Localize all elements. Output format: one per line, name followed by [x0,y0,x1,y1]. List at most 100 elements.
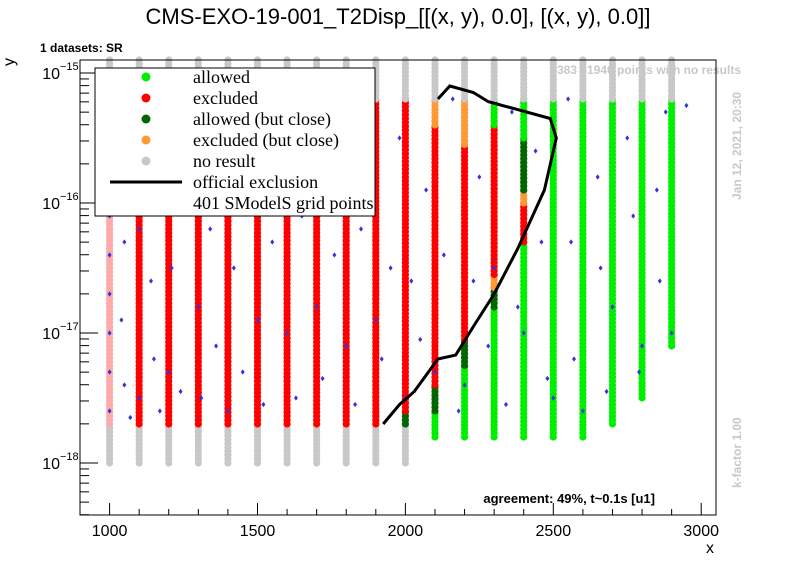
grid-point [196,304,201,310]
legend-marker [141,114,151,124]
grid-point [214,343,219,349]
grid-point [521,330,526,336]
no-results-note: 383 / 1940 points with no results [557,63,741,77]
grid-point [477,174,482,180]
chart-title: CMS-EXO-19-001_T2Disp_[[(x, y), 0.0], [(… [146,4,651,29]
legend-label: allowed [193,67,250,87]
grid-point [515,304,520,310]
grid-point [353,401,358,408]
legend-label: excluded (but close) [193,130,339,151]
grid-point [625,135,630,141]
grid-point [569,239,574,245]
grid-point [137,395,142,401]
grid-point [397,135,402,141]
grid-point [128,414,133,421]
grid-point [663,109,668,115]
grid-point [178,388,183,395]
legend-marker [141,72,151,82]
grid-point [261,401,266,408]
grid-point [566,96,571,102]
grid-point [332,252,337,258]
grid-point [122,239,127,245]
timestamp-label: Jan 12, 2021, 20:30 [730,92,744,200]
grid-point [225,408,230,414]
y-tick-label: 10 [42,196,60,213]
grid-point [166,369,171,375]
grid-point [199,395,204,401]
grid-point [637,369,642,375]
grid-point [409,278,414,284]
legend-marker [141,135,151,145]
grid-point [255,317,260,323]
grid-point [631,213,636,219]
grid-point [539,239,544,245]
grid-point [208,226,213,232]
grid-point [545,375,550,382]
agreement-label: agreement: 49%, t~0.1s [u1] [483,491,655,506]
grid-point [610,304,615,310]
kfactor-label: k-factor 1.00 [730,417,744,488]
grid-point [107,330,112,336]
x-tick-label: 1500 [240,523,276,540]
legend-label: no result [193,151,256,171]
grid-point [285,330,290,336]
x-tick-label: 2000 [388,523,424,540]
y-tick-label: 10 [42,326,60,343]
grid-point [657,278,662,284]
y-tick-label: 10 [42,456,60,473]
grid-point [320,375,325,382]
grid-point [122,382,127,388]
grid-point [533,148,538,154]
grid-point [572,356,577,362]
grid-point [418,336,423,343]
legend-box [94,67,376,217]
datasets-label: 1 datasets: SR [40,41,123,55]
grid-point [551,395,556,401]
grid-point [492,265,497,271]
x-axis-label: x [706,540,714,557]
y-axis-label: y [1,58,18,66]
grid-point [462,382,467,388]
grid-point [107,252,112,258]
grid-point [441,252,446,258]
y-tick-exponent: −15 [60,61,79,73]
grid-point [424,187,429,193]
official-exclusion-layer [382,84,558,425]
legend-label: excluded [193,88,258,108]
legend-marker [141,156,151,166]
grid-point [669,330,674,336]
grid-point [432,369,437,375]
grid-point [344,343,349,349]
smodels-grid-points [107,96,689,421]
grid-point [509,109,514,115]
y-tick-exponent: −18 [60,451,79,463]
grid-point [450,96,455,102]
y-tick-exponent: −17 [60,321,79,333]
plot-frame [79,59,717,516]
grid-point [471,278,476,284]
grid-point [157,408,162,414]
grid-point [684,102,689,109]
grid-point [595,174,600,180]
grid-point [107,408,112,414]
grid-point [148,278,153,284]
grid-point [231,265,236,271]
grid-point [598,265,603,271]
grid-point [270,239,275,245]
grid-point [456,408,461,414]
grid-point [580,408,585,414]
grid-point [119,317,124,323]
x-tick-label: 2500 [536,523,572,540]
grid-point [293,395,298,401]
legend-label: official exclusion [193,172,318,192]
x-tick-label: 3000 [683,523,719,540]
legend-label: 401 SModelS grid points [193,193,374,213]
grid-point [169,265,174,271]
grid-point [240,369,245,375]
grid-point [654,187,659,193]
grid-point [379,356,384,362]
y-tick-label: 10 [42,66,60,83]
